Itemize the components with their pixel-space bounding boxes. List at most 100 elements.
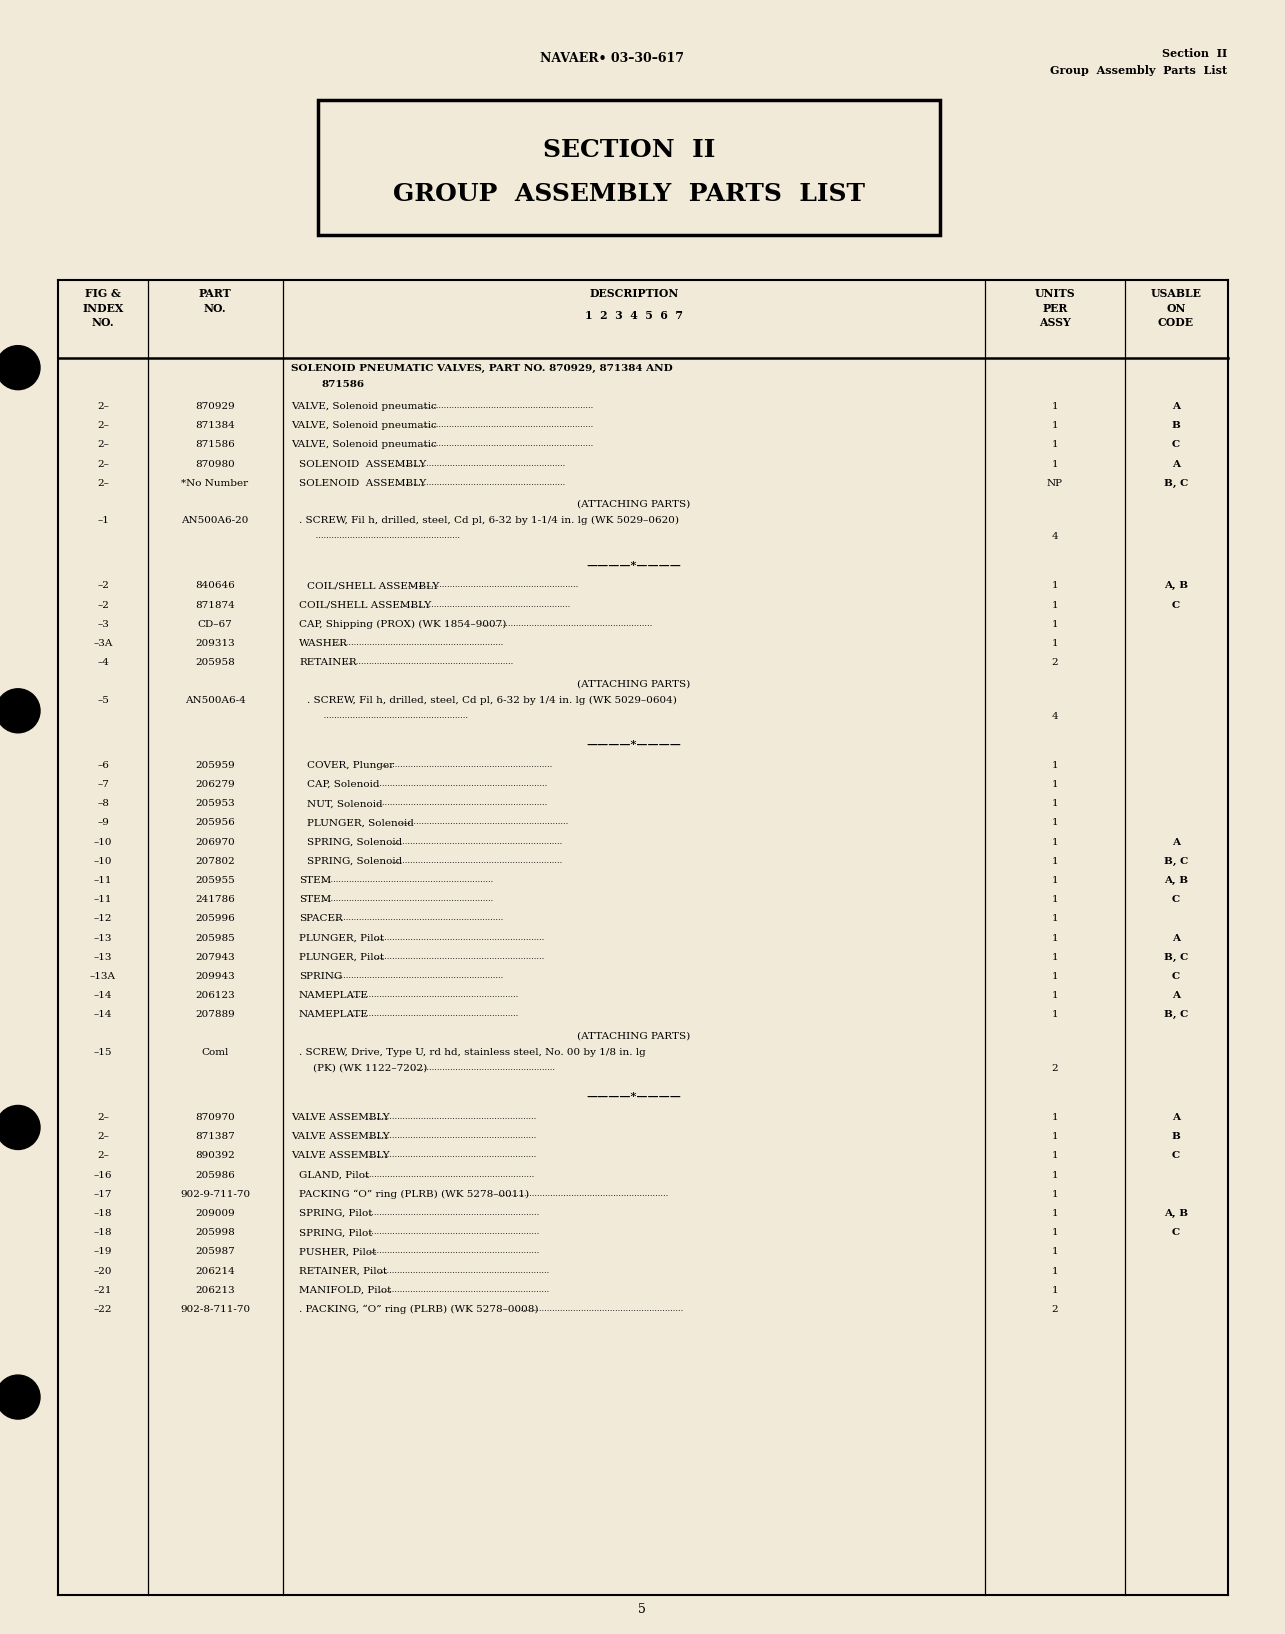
Text: 205985: 205985 [195, 933, 235, 943]
Text: 2–: 2– [98, 459, 109, 469]
Text: 870980: 870980 [195, 459, 235, 469]
Text: .................................................................: ........................................… [392, 479, 565, 487]
Text: 205953: 205953 [195, 799, 235, 809]
Text: .................................................................: ........................................… [374, 779, 547, 788]
Text: VALVE ASSEMBLY: VALVE ASSEMBLY [290, 1113, 389, 1123]
Text: 1: 1 [1051, 1247, 1059, 1257]
Text: –15: –15 [94, 1047, 112, 1057]
Text: 1  2  3  4  5  6  7: 1 2 3 4 5 6 7 [585, 310, 684, 320]
Text: .................................................................: ........................................… [330, 915, 504, 923]
Text: CAP, Solenoid: CAP, Solenoid [307, 779, 379, 789]
Text: 209943: 209943 [195, 972, 235, 980]
Text: –7: –7 [98, 779, 109, 789]
Text: –13A: –13A [90, 972, 116, 980]
Text: B, C: B, C [1164, 856, 1189, 866]
Text: –18: –18 [94, 1229, 112, 1237]
Text: NUT, Solenoid: NUT, Solenoid [307, 799, 383, 809]
Text: A: A [1172, 459, 1180, 469]
Text: B: B [1172, 422, 1181, 430]
Text: SPRING, Solenoid: SPRING, Solenoid [307, 856, 402, 866]
Text: .................................................................: ........................................… [377, 1266, 550, 1275]
Text: .................................................................: ........................................… [330, 639, 504, 647]
Text: 2–: 2– [98, 479, 109, 489]
Text: 1: 1 [1051, 1190, 1059, 1199]
Text: VALVE ASSEMBLY: VALVE ASSEMBLY [290, 1132, 389, 1141]
Text: 1: 1 [1051, 895, 1059, 904]
Circle shape [0, 1376, 40, 1418]
Text: Group  Assembly  Parts  List: Group Assembly Parts List [1050, 65, 1227, 77]
Text: –16: –16 [94, 1170, 112, 1180]
Text: COIL/SHELL ASSEMBLY: COIL/SHELL ASSEMBLY [299, 601, 432, 609]
Text: 871384: 871384 [195, 422, 235, 430]
Text: B, C: B, C [1164, 953, 1189, 962]
Text: –22: –22 [94, 1306, 112, 1314]
Text: 205986: 205986 [195, 1170, 235, 1180]
Text: 1: 1 [1051, 838, 1059, 846]
Text: . SCREW, Fil h, drilled, steel, Cd pl, 6-32 by 1-1/4 in. lg (WK 5029–0620): . SCREW, Fil h, drilled, steel, Cd pl, 6… [299, 516, 678, 525]
Text: 4: 4 [1051, 533, 1059, 541]
Text: . SCREW, Drive, Type U, rd hd, stainless steel, No. 00 by 1/8 in. lg: . SCREW, Drive, Type U, rd hd, stainless… [299, 1047, 646, 1057]
Text: C: C [1172, 1229, 1180, 1237]
Text: COIL/SHELL ASSEMBLY: COIL/SHELL ASSEMBLY [307, 582, 439, 590]
Text: (PK) (WK 1122–7202): (PK) (WK 1122–7202) [314, 1064, 427, 1074]
Text: 2: 2 [1051, 1306, 1059, 1314]
Text: 1: 1 [1051, 1229, 1059, 1237]
Text: 902-8-711-70: 902-8-711-70 [180, 1306, 251, 1314]
Text: 902-9-711-70: 902-9-711-70 [180, 1190, 251, 1199]
Text: .................................................................: ........................................… [420, 402, 592, 410]
Text: A, B: A, B [1164, 1209, 1189, 1217]
Text: 2–: 2– [98, 1132, 109, 1141]
Text: . PACKING, “O” ring (PLRB) (WK 5278–0008): . PACKING, “O” ring (PLRB) (WK 5278–0008… [299, 1306, 538, 1314]
Text: A, B: A, B [1164, 582, 1189, 590]
Text: 1: 1 [1051, 819, 1059, 827]
Text: 870970: 870970 [195, 1113, 235, 1123]
Text: .................................................................: ........................................… [320, 876, 493, 884]
Text: .................................................................: ........................................… [392, 459, 565, 467]
Text: C: C [1172, 972, 1180, 980]
Text: SPACER: SPACER [299, 915, 343, 923]
Text: GLAND, Pilot: GLAND, Pilot [299, 1170, 369, 1180]
Text: 206970: 206970 [195, 838, 235, 846]
Text: 1: 1 [1051, 876, 1059, 886]
Text: VALVE ASSEMBLY: VALVE ASSEMBLY [290, 1152, 389, 1160]
Text: A: A [1172, 992, 1180, 1000]
Text: –12: –12 [94, 915, 112, 923]
Text: 1: 1 [1051, 639, 1059, 649]
Text: 2–: 2– [98, 441, 109, 449]
Text: NAVAER• 03–30–617: NAVAER• 03–30–617 [541, 52, 685, 65]
Text: 890392: 890392 [195, 1152, 235, 1160]
Text: SPRING, Pilot: SPRING, Pilot [299, 1209, 373, 1217]
Text: .................................................................: ........................................… [371, 933, 545, 941]
Text: 1: 1 [1051, 972, 1059, 980]
Text: 205959: 205959 [195, 761, 235, 770]
Text: (ATTACHING PARTS): (ATTACHING PARTS) [577, 1031, 690, 1041]
Text: .................................................................: ........................................… [389, 856, 563, 864]
Text: A: A [1172, 1113, 1180, 1123]
Text: SOLENOID  ASSEMBLY: SOLENOID ASSEMBLY [299, 459, 427, 469]
Text: –3: –3 [98, 619, 109, 629]
Text: –11: –11 [94, 895, 112, 904]
Text: 207889: 207889 [195, 1010, 235, 1020]
Text: –14: –14 [94, 1010, 112, 1020]
Text: –6: –6 [98, 761, 109, 770]
Text: 1: 1 [1051, 1266, 1059, 1276]
Text: SPRING: SPRING [299, 972, 342, 980]
Text: –9: –9 [98, 819, 109, 827]
Circle shape [0, 690, 40, 732]
Text: 206279: 206279 [195, 779, 235, 789]
Text: 205998: 205998 [195, 1229, 235, 1237]
Circle shape [0, 346, 40, 389]
Text: .................................................................: ........................................… [374, 799, 547, 807]
Text: –14: –14 [94, 992, 112, 1000]
Text: A: A [1172, 933, 1180, 943]
Text: 205958: 205958 [195, 659, 235, 667]
Text: MANIFOLD, Pilot: MANIFOLD, Pilot [299, 1286, 392, 1294]
Text: PLUNGER, Solenoid: PLUNGER, Solenoid [307, 819, 414, 827]
Text: SECTION  II: SECTION II [542, 137, 716, 162]
Text: 206214: 206214 [195, 1266, 235, 1276]
Text: AN500A6-4: AN500A6-4 [185, 696, 245, 704]
Text: 1: 1 [1051, 582, 1059, 590]
Text: .................................................................: ........................................… [510, 1306, 684, 1314]
Text: –5: –5 [98, 696, 109, 704]
Text: 1: 1 [1051, 799, 1059, 809]
